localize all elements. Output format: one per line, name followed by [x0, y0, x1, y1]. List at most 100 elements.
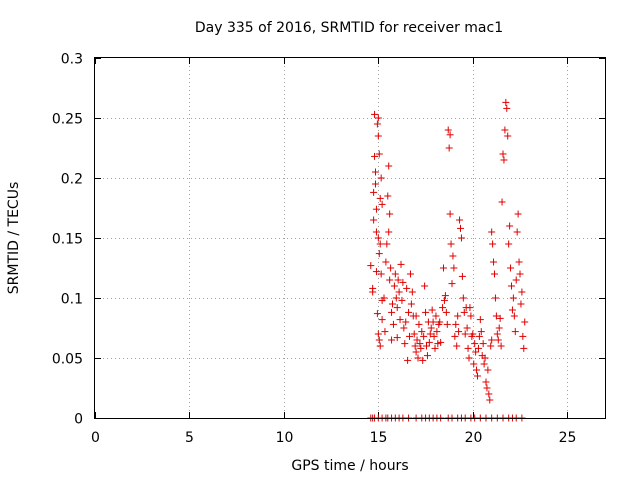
data-point — [432, 312, 440, 320]
data-point — [521, 318, 529, 326]
data-point — [374, 132, 382, 140]
data-point — [475, 332, 483, 340]
y-tick-label: 0.15 — [52, 232, 83, 248]
x-tick-label: 15 — [370, 430, 388, 446]
grid-lines — [95, 58, 605, 418]
data-point — [390, 282, 398, 290]
data-point — [376, 342, 384, 350]
data-point — [372, 168, 379, 176]
data-point — [423, 342, 430, 350]
data-point — [386, 210, 394, 218]
data-point — [488, 336, 496, 344]
data-point — [394, 276, 402, 284]
data-point — [397, 260, 405, 268]
data-point — [466, 304, 474, 312]
data-point — [377, 174, 385, 182]
data-point — [499, 150, 507, 158]
data-point — [463, 324, 471, 332]
data-point — [387, 264, 395, 272]
y-tick-label: 0.05 — [52, 352, 83, 368]
data-point — [380, 294, 388, 302]
data-point — [404, 356, 412, 364]
data-point — [486, 396, 494, 404]
data-point — [447, 240, 455, 248]
data-point — [437, 338, 445, 346]
data-point — [410, 330, 418, 338]
data-point — [488, 228, 496, 236]
data-point — [456, 216, 464, 224]
data-point — [506, 222, 514, 230]
data-point — [471, 340, 479, 348]
data-point — [457, 234, 465, 242]
data-point — [464, 344, 472, 352]
data-point — [450, 264, 458, 272]
data-point — [451, 332, 459, 340]
x-axis-label: GPS time / hours — [291, 458, 408, 474]
data-point — [372, 180, 379, 188]
data-point — [440, 296, 448, 304]
data-point — [418, 328, 426, 336]
x-tick-label: 5 — [185, 430, 194, 446]
data-point — [375, 250, 383, 258]
data-point — [419, 356, 427, 364]
data-point — [372, 205, 380, 213]
x-tick-label: 10 — [276, 430, 294, 446]
data-point — [372, 268, 380, 276]
data-point — [487, 342, 495, 350]
data-point — [484, 366, 492, 374]
data-point — [403, 284, 411, 292]
data-point — [490, 258, 498, 266]
data-point — [372, 228, 380, 236]
data-point — [503, 104, 511, 112]
data-point — [378, 200, 386, 208]
y-tick-label: 0.2 — [61, 172, 83, 188]
data-point — [375, 336, 383, 344]
data-point — [453, 342, 461, 350]
y-tick-label: 0.3 — [61, 52, 83, 68]
data-point — [369, 288, 377, 296]
data-point — [493, 330, 501, 338]
data-point — [392, 294, 400, 302]
data-point — [405, 308, 413, 316]
data-point — [449, 252, 457, 260]
data-point — [412, 312, 420, 320]
data-point — [385, 162, 393, 170]
data-point — [507, 264, 515, 272]
data-point — [425, 338, 433, 346]
data-point — [485, 390, 493, 398]
chart-title: Day 335 of 2016, SRMTID for receiver mac… — [195, 20, 503, 36]
data-point — [520, 344, 528, 352]
data-point — [430, 332, 438, 340]
data-point — [514, 210, 522, 218]
data-point — [393, 334, 401, 342]
data-point — [504, 132, 512, 140]
data-point — [429, 318, 437, 326]
data-point — [400, 324, 408, 332]
data-point — [383, 240, 391, 248]
data-point — [458, 272, 466, 280]
plot-frame — [94, 57, 606, 419]
data-point — [370, 216, 378, 224]
data-point — [388, 308, 396, 316]
data-point — [440, 264, 447, 272]
data-point — [481, 354, 489, 362]
data-point — [491, 270, 498, 278]
data-point — [378, 316, 386, 324]
data-point — [501, 126, 509, 134]
data-point — [384, 192, 392, 200]
data-point — [482, 378, 490, 386]
data-point — [519, 332, 527, 340]
data-point — [401, 340, 409, 348]
data-point — [426, 330, 434, 338]
data-point — [389, 320, 397, 328]
data-point — [505, 240, 513, 248]
data-point — [477, 328, 485, 336]
data-point — [399, 278, 407, 286]
data-point — [376, 240, 384, 248]
data-point — [412, 348, 420, 356]
data-point — [494, 336, 502, 344]
data-point — [489, 240, 497, 248]
data-point — [413, 336, 421, 344]
data-point — [513, 228, 521, 236]
